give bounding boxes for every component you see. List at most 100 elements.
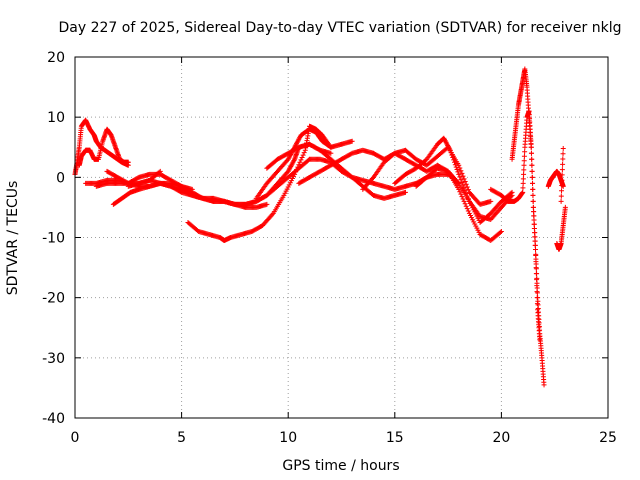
data-point [457, 165, 463, 171]
data-point [533, 256, 539, 262]
data-point [521, 162, 527, 168]
x-tick-label: 5 [177, 430, 186, 446]
data-point [455, 169, 461, 175]
data-point [293, 169, 299, 175]
data-point [464, 184, 470, 190]
data-point [520, 176, 526, 182]
data-point [294, 167, 300, 173]
y-tick-label: -30 [42, 351, 65, 367]
x-tick-label: 25 [599, 430, 617, 446]
data-point [534, 280, 540, 286]
data-point [296, 162, 302, 168]
data-point [458, 168, 464, 174]
y-tick-label: -10 [42, 231, 65, 247]
data-point [529, 174, 535, 180]
data-point [460, 173, 466, 179]
data-point [531, 221, 537, 227]
data-point [453, 164, 459, 170]
data-point [562, 204, 568, 210]
data-point [533, 261, 539, 267]
data-point [349, 138, 355, 144]
data-point [531, 209, 537, 215]
data-point [300, 152, 306, 158]
data-point [520, 180, 526, 186]
plot-frame [74, 56, 609, 419]
data-point [531, 217, 537, 223]
data-point [458, 191, 464, 197]
data-point [450, 154, 456, 160]
data-point [558, 198, 564, 204]
data-point [528, 150, 534, 156]
data-point [559, 183, 565, 189]
series-group [554, 204, 568, 253]
x-tick-label: 10 [279, 430, 297, 446]
data-point [559, 172, 565, 178]
data-point [530, 204, 536, 210]
data-point [559, 177, 565, 183]
data-point [452, 162, 458, 168]
data-point [463, 203, 469, 209]
data-point [454, 167, 460, 173]
data-point [559, 167, 565, 173]
data-point [532, 238, 538, 244]
series-group [264, 141, 408, 201]
data-point [520, 185, 526, 191]
data-point [541, 382, 547, 388]
data-point [460, 196, 466, 202]
series-group [296, 144, 494, 207]
data-point [328, 150, 334, 156]
data-point [533, 247, 539, 253]
x-axis-label: GPS time / hours [282, 458, 399, 474]
data-point [459, 194, 465, 200]
x-tick-label: 15 [386, 430, 404, 446]
data-point [521, 167, 527, 173]
data-point [447, 147, 453, 153]
x-tick-label: 20 [492, 430, 510, 446]
data-point [189, 186, 195, 192]
series-group [76, 126, 131, 168]
data-point [530, 180, 536, 186]
data-point [521, 153, 527, 159]
series-group [509, 66, 547, 388]
data-point [462, 201, 468, 207]
data-point [528, 144, 534, 150]
data-point [448, 150, 454, 156]
y-tick-label: 0 [56, 170, 65, 186]
data-point [521, 171, 527, 177]
data-point [451, 157, 457, 163]
data-point [461, 198, 467, 204]
data-point [463, 181, 469, 187]
axes: 0 5 10 15 20 25 -40 -30 -20 -10 0 10 20 [42, 50, 617, 446]
data-point [488, 198, 494, 204]
data-point [560, 156, 566, 162]
data-point [559, 188, 565, 194]
data-point [457, 189, 463, 195]
data-point [534, 271, 540, 277]
data-point [292, 171, 298, 177]
data-point [465, 187, 471, 193]
data-point [456, 171, 462, 177]
y-tick-label: 20 [47, 50, 65, 66]
data-point [156, 169, 162, 175]
data-point [521, 158, 527, 164]
data-point [301, 150, 307, 156]
data-point [509, 192, 515, 198]
data-point [530, 198, 536, 204]
data-point [497, 229, 503, 235]
y-tick-label: 10 [47, 110, 65, 126]
data-point [295, 164, 301, 170]
y-axis-label: SDTVAR / TECUs [5, 181, 21, 296]
data-point [558, 193, 564, 199]
data-point [451, 159, 457, 165]
data-point [560, 145, 566, 151]
data-points [72, 66, 568, 388]
data-point [522, 149, 528, 155]
data-point [531, 213, 537, 219]
series-group [360, 150, 504, 244]
chart-title: Day 227 of 2025, Sidereal Day-to-day VTE… [59, 20, 622, 36]
y-tick-label: -40 [42, 411, 65, 427]
data-point [461, 176, 467, 182]
data-point [498, 228, 504, 234]
data-point [560, 151, 566, 157]
